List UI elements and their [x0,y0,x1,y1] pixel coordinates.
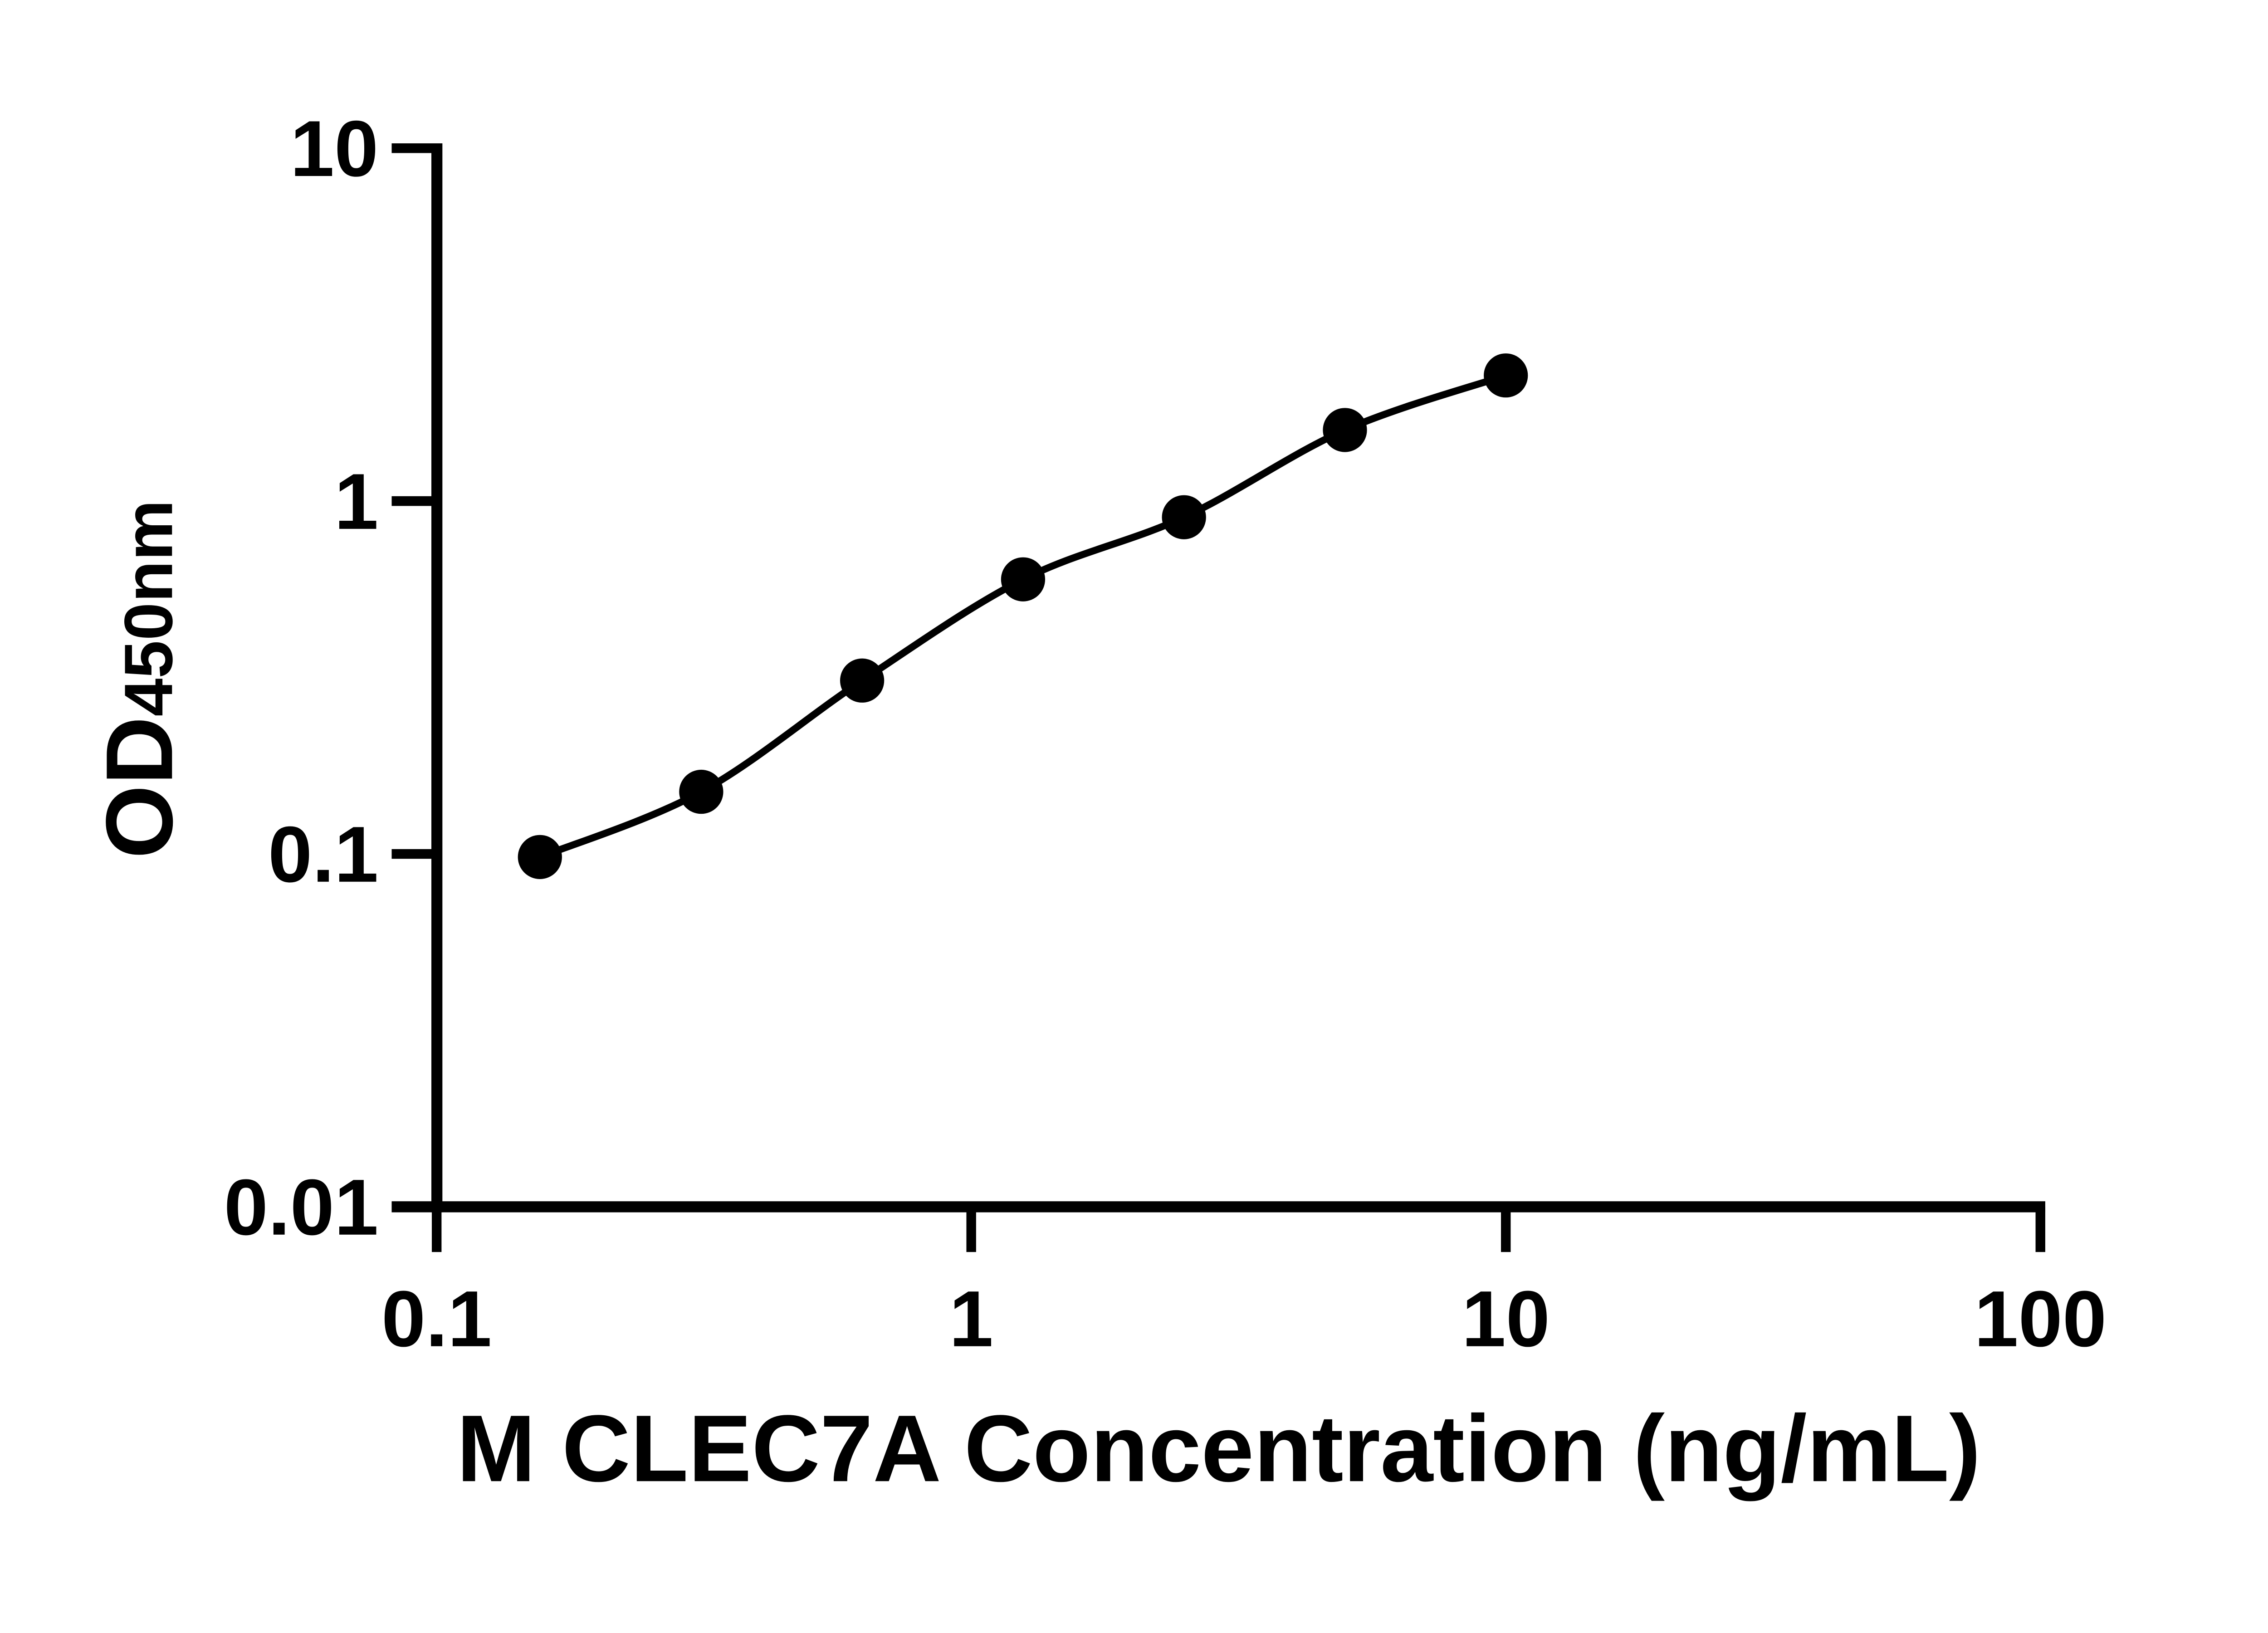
data-point-marker [679,769,723,814]
y-axis-tick-labels: 10 1 0.1 0.01 [224,105,379,1252]
data-point-marker [1162,495,1206,539]
x-axis-title: M CLEC7A Concentration (ng/mL) [457,1396,1981,1501]
y-axis-title-main: OD [87,716,192,859]
x-axis-ticks [431,1207,2045,1252]
y-axis-title-sub: 450nm [110,500,186,717]
plot-axes [391,143,2045,1213]
y-axis-tick-label: 10 [290,105,379,193]
y-axis-title: OD450nm [87,500,192,859]
data-point-marker [1001,557,1046,601]
data-point-markers [518,353,1528,879]
y-axis-tick-label: 1 [334,458,378,546]
y-axis-tick-label: 0.1 [268,811,378,899]
x-axis-tick-label: 100 [1974,1275,2107,1364]
data-point-marker [1484,353,1528,398]
data-point-marker [518,835,562,879]
y-axis-tick-label: 0.01 [224,1164,379,1252]
data-point-marker [840,658,885,703]
data-point-marker [1323,408,1367,452]
x-axis-tick-label: 10 [1461,1275,1550,1364]
x-axis-tick-labels: 0.1 1 10 100 [381,1275,2107,1364]
elisa-standard-curve-figure: 10 1 0.1 0.01 0.1 1 10 100 M CLEC7A Concentrat… [87,104,2107,1502]
y-axis-ticks [391,143,437,1212]
x-axis-tick-label: 1 [949,1275,993,1364]
x-axis-tick-label: 0.1 [381,1275,492,1364]
